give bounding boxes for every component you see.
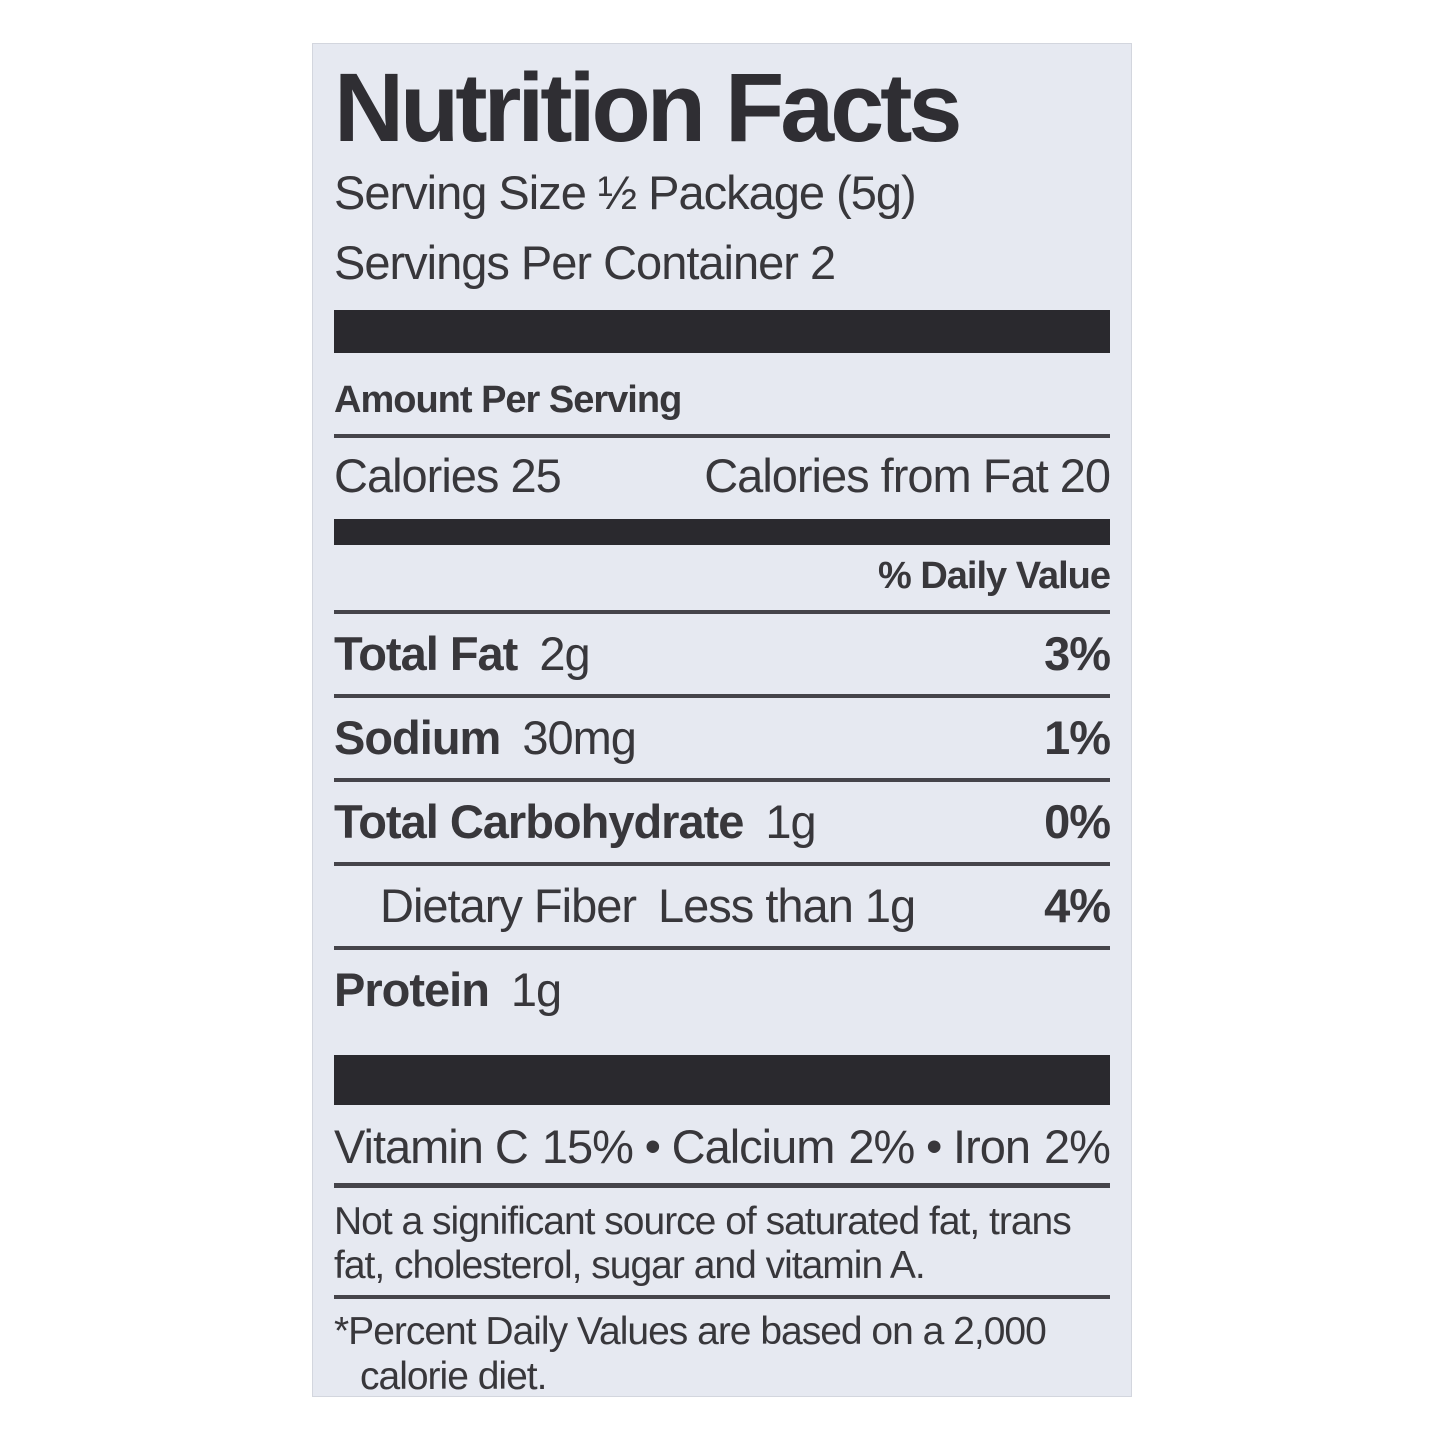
bullet-separator-icon: •: [926, 1122, 941, 1171]
thin-rule: [334, 694, 1110, 698]
nutrient-daily-value: 3%: [1044, 627, 1111, 680]
nutrient-amount: Less than 1g: [658, 879, 916, 932]
thin-rule: [334, 610, 1110, 614]
nutrient-row-dietary-fiber: Dietary Fiber Less than 1g 4%: [334, 866, 1111, 946]
calories-row: Calories 25 Calories from Fat 20: [334, 446, 1111, 506]
thick-separator-bar-middle: [334, 519, 1110, 545]
bullet-separator-icon: •: [645, 1122, 660, 1171]
nutrient-name-amount: Protein 1g: [334, 962, 562, 1018]
vitamin-name: Vitamin C: [334, 1120, 529, 1173]
nutrient-amount: 2g: [539, 627, 590, 680]
vitamin-name: Calcium: [671, 1120, 836, 1173]
nutrient-name: Sodium: [334, 711, 501, 764]
nutrient-row-sodium: Sodium 30mg 1%: [334, 698, 1111, 778]
nutrient-row-total-fat: Total Fat 2g 3%: [334, 614, 1111, 694]
calcium-group: Calcium 2%: [671, 1119, 916, 1175]
nutrient-name: Protein: [334, 963, 490, 1016]
nutrient-amount: 1g: [765, 795, 816, 848]
vitamins-row: Vitamin C 15% • Calcium 2% • Iron 2%: [334, 1119, 1111, 1175]
iron-group: Iron 2%: [953, 1119, 1111, 1175]
calories-group: Calories 25: [334, 446, 562, 506]
serving-size-line: Serving Size ½ Package (5g): [334, 166, 917, 219]
nutrient-name-amount: Total Carbohydrate 1g: [334, 794, 817, 850]
vitamin-c-group: Vitamin C 15%: [334, 1119, 634, 1175]
servings-per-container-line: Servings Per Container 2: [334, 236, 836, 289]
nutrient-amount: 30mg: [522, 711, 637, 764]
thin-rule: [334, 946, 1110, 950]
nutrient-daily-value: 0%: [1044, 795, 1111, 848]
label-title: Nutrition Facts: [334, 53, 962, 162]
nutrient-amount: 1g: [510, 963, 562, 1016]
nutrient-name: Dietary Fiber: [380, 879, 637, 932]
nutrient-daily-value: 1%: [1044, 711, 1111, 764]
vitamin-name: Iron: [953, 1120, 1031, 1173]
calories-from-fat-label: Calories from Fat: [704, 449, 1048, 502]
thin-rule: [334, 778, 1110, 782]
nutrient-name-amount: Dietary Fiber Less than 1g: [380, 878, 916, 934]
nutrient-name-amount: Total Fat 2g: [334, 626, 591, 682]
percent-daily-values-footnote: *Percent Daily Values are based on a 2,0…: [334, 1310, 1047, 1398]
not-significant-source-note: Not a significant source of saturated fa…: [334, 1200, 1072, 1287]
nutrition-facts-label: Nutrition Facts Serving Size ½ Package (…: [312, 43, 1132, 1398]
vitamin-value: 2%: [848, 1120, 915, 1173]
nutrient-name: Total Fat: [334, 627, 518, 680]
calories-from-fat-group: Calories from Fat 20: [704, 446, 1111, 506]
daily-value-header: % Daily Value: [877, 555, 1111, 597]
nutrient-row-total-carbohydrate: Total Carbohydrate 1g 0%: [334, 782, 1111, 862]
thin-rule: [334, 1183, 1110, 1188]
calories-value: 25: [510, 449, 561, 502]
thin-rule: [334, 434, 1110, 438]
thin-rule: [334, 1295, 1110, 1299]
vitamin-value: 15%: [541, 1120, 634, 1173]
calories-from-fat-value: 20: [1059, 449, 1111, 502]
vitamin-value: 2%: [1044, 1120, 1111, 1173]
nutrient-name-amount: Sodium 30mg: [334, 710, 637, 766]
thick-separator-bar-bottom: [334, 1055, 1110, 1105]
nutrient-daily-value: 4%: [1044, 879, 1111, 932]
nutrient-name: Total Carbohydrate: [334, 795, 744, 848]
amount-per-serving-heading: Amount Per Serving: [334, 379, 682, 421]
nutrient-row-protein: Protein 1g: [334, 950, 1110, 1030]
thin-rule: [334, 862, 1110, 866]
thick-separator-bar-top: [334, 310, 1110, 353]
calories-label: Calories: [334, 449, 499, 502]
